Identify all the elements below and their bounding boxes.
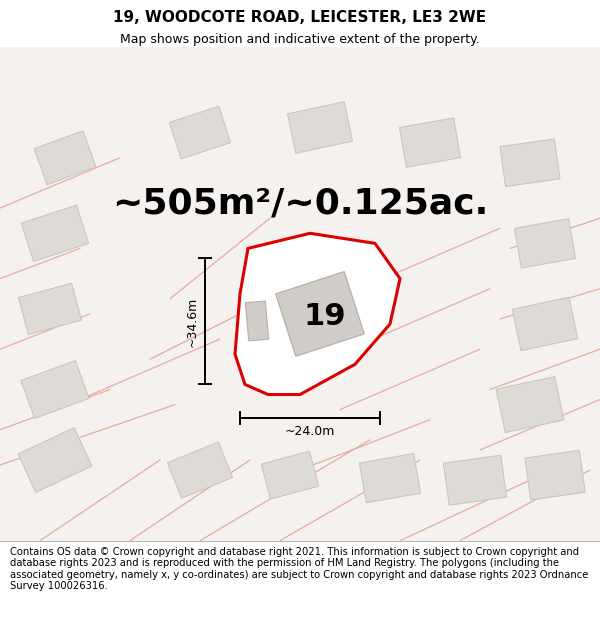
Polygon shape — [261, 451, 319, 499]
Polygon shape — [167, 442, 233, 498]
Polygon shape — [235, 233, 400, 394]
Polygon shape — [245, 301, 269, 341]
Text: Map shows position and indicative extent of the property.: Map shows position and indicative extent… — [120, 32, 480, 46]
Polygon shape — [19, 283, 82, 334]
Text: ~505m²/~0.125ac.: ~505m²/~0.125ac. — [112, 186, 488, 220]
Text: 19: 19 — [304, 302, 346, 331]
Polygon shape — [500, 139, 560, 187]
Polygon shape — [21, 205, 89, 261]
Polygon shape — [359, 454, 421, 503]
Polygon shape — [400, 118, 461, 168]
Polygon shape — [525, 451, 585, 500]
Text: ~24.0m: ~24.0m — [285, 425, 335, 438]
Polygon shape — [443, 455, 506, 505]
Polygon shape — [496, 377, 564, 432]
Polygon shape — [18, 428, 92, 493]
Polygon shape — [287, 102, 353, 153]
Text: Contains OS data © Crown copyright and database right 2021. This information is : Contains OS data © Crown copyright and d… — [10, 546, 589, 591]
Polygon shape — [34, 131, 96, 184]
Polygon shape — [169, 106, 230, 159]
Text: ~34.6m: ~34.6m — [185, 297, 199, 347]
Polygon shape — [512, 298, 578, 351]
Polygon shape — [21, 361, 89, 418]
Polygon shape — [276, 271, 364, 356]
Text: 19, WOODCOTE ROAD, LEICESTER, LE3 2WE: 19, WOODCOTE ROAD, LEICESTER, LE3 2WE — [113, 10, 487, 25]
Polygon shape — [514, 219, 575, 268]
